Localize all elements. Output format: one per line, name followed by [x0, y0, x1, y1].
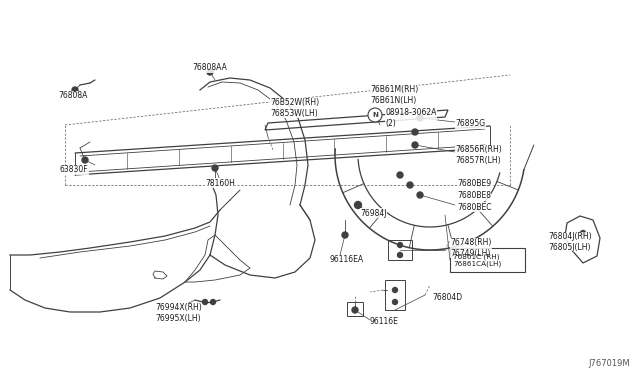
Text: 76808A: 76808A	[58, 92, 88, 100]
Text: 96116EA: 96116EA	[330, 256, 364, 264]
Text: 76994X(RH)
76995X(LH): 76994X(RH) 76995X(LH)	[155, 303, 202, 323]
Circle shape	[352, 307, 358, 313]
Text: 7680BE9: 7680BE9	[457, 179, 491, 187]
Circle shape	[207, 69, 213, 75]
Text: J767019M: J767019M	[588, 359, 630, 368]
Text: 08918-3062A
(2): 08918-3062A (2)	[385, 108, 436, 128]
Circle shape	[412, 142, 418, 148]
Text: 96116E: 96116E	[370, 317, 399, 327]
Circle shape	[397, 243, 403, 247]
Circle shape	[82, 157, 88, 163]
Circle shape	[417, 115, 423, 121]
Circle shape	[212, 165, 218, 171]
Circle shape	[211, 299, 216, 305]
Text: 76856R(RH)
76857R(LH): 76856R(RH) 76857R(LH)	[455, 145, 502, 165]
Text: 63830F: 63830F	[60, 166, 88, 174]
Circle shape	[392, 288, 397, 292]
Circle shape	[580, 231, 586, 235]
Circle shape	[407, 182, 413, 188]
Circle shape	[202, 299, 207, 305]
Text: 7680BEC: 7680BEC	[457, 202, 492, 212]
Bar	[388, 240, 412, 260]
Text: 76804J(RH)
76805J(LH): 76804J(RH) 76805J(LH)	[548, 232, 591, 252]
Circle shape	[397, 253, 403, 257]
Circle shape	[72, 87, 78, 93]
Text: 76895G: 76895G	[455, 119, 485, 128]
Text: 7680BE8: 7680BE8	[457, 192, 491, 201]
Bar	[450, 248, 525, 272]
Text: 76984J: 76984J	[360, 208, 387, 218]
Circle shape	[412, 129, 418, 135]
Circle shape	[368, 108, 382, 122]
Circle shape	[397, 172, 403, 178]
Bar	[385, 280, 405, 310]
Circle shape	[417, 192, 423, 198]
Circle shape	[392, 299, 397, 305]
Text: 76804D: 76804D	[432, 294, 462, 302]
Bar	[347, 302, 363, 316]
Circle shape	[342, 232, 348, 238]
Circle shape	[355, 202, 362, 208]
Text: 76B61M(RH)
76B61N(LH): 76B61M(RH) 76B61N(LH)	[370, 85, 419, 105]
Text: N: N	[372, 112, 378, 118]
Text: 76808AA: 76808AA	[192, 64, 227, 73]
Text: 76861C (RH)
76861CA(LH): 76861C (RH) 76861CA(LH)	[453, 253, 501, 267]
Text: 76B52W(RH)
76853W(LH): 76B52W(RH) 76853W(LH)	[270, 98, 319, 118]
Text: 76748(RH)
76749(LH): 76748(RH) 76749(LH)	[450, 238, 492, 258]
Text: 78160H: 78160H	[205, 179, 235, 187]
